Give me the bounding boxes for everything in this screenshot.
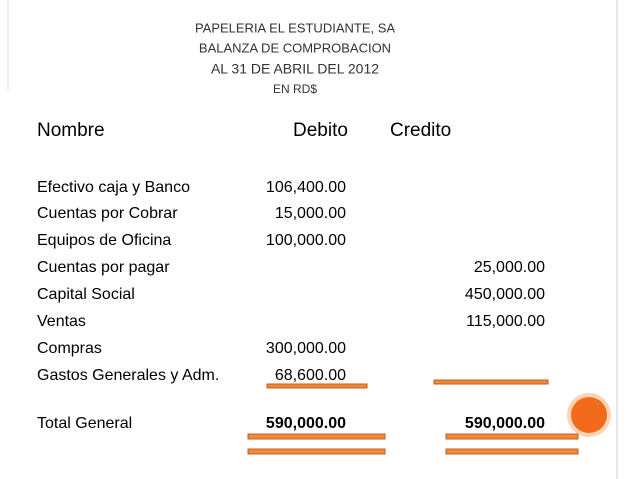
row-name: Gastos Generales y Adm. (37, 367, 219, 384)
column-header: Credito (390, 120, 451, 141)
underline (266, 383, 368, 389)
debit-amount: 300,000.00 (266, 340, 346, 357)
debit-amount: 68,600.00 (275, 367, 346, 384)
credit-amount: 115,000.00 (466, 313, 545, 330)
header-line: EN RD$ (273, 82, 317, 96)
debit-amount: 106,400.00 (266, 179, 346, 196)
header-line: BALANZA DE COMPROBACION (199, 40, 391, 55)
column-header: Nombre (37, 120, 105, 141)
underline (433, 379, 549, 385)
row-name: Efectivo caja y Banco (37, 179, 190, 196)
column-header: Debito (293, 120, 348, 141)
decor-circle (571, 397, 607, 433)
double-underline (445, 448, 579, 455)
row-name: Ventas (37, 313, 86, 330)
row-name: Cuentas por pagar (37, 259, 170, 276)
credit-amount: 25,000.00 (474, 259, 545, 276)
row-name: Capital Social (37, 286, 135, 303)
row-name: Compras (37, 340, 102, 357)
header-line: PAPELERIA EL ESTUDIANTE, SA (195, 20, 395, 35)
row-name: Total General (37, 415, 132, 432)
debit-amount: 590,000.00 (266, 415, 346, 432)
double-underline (247, 433, 386, 440)
debit-amount: 100,000.00 (266, 232, 346, 249)
row-name: Cuentas por Cobrar (37, 205, 178, 222)
debit-amount: 15,000.00 (275, 205, 346, 222)
row-name: Equipos de Oficina (37, 232, 171, 249)
credit-amount: 590,000.00 (465, 415, 545, 432)
double-underline (247, 448, 386, 455)
double-underline (445, 433, 579, 440)
header-line: AL 31 DE ABRIL DEL 2012 (211, 61, 379, 77)
credit-amount: 450,000.00 (465, 286, 545, 303)
